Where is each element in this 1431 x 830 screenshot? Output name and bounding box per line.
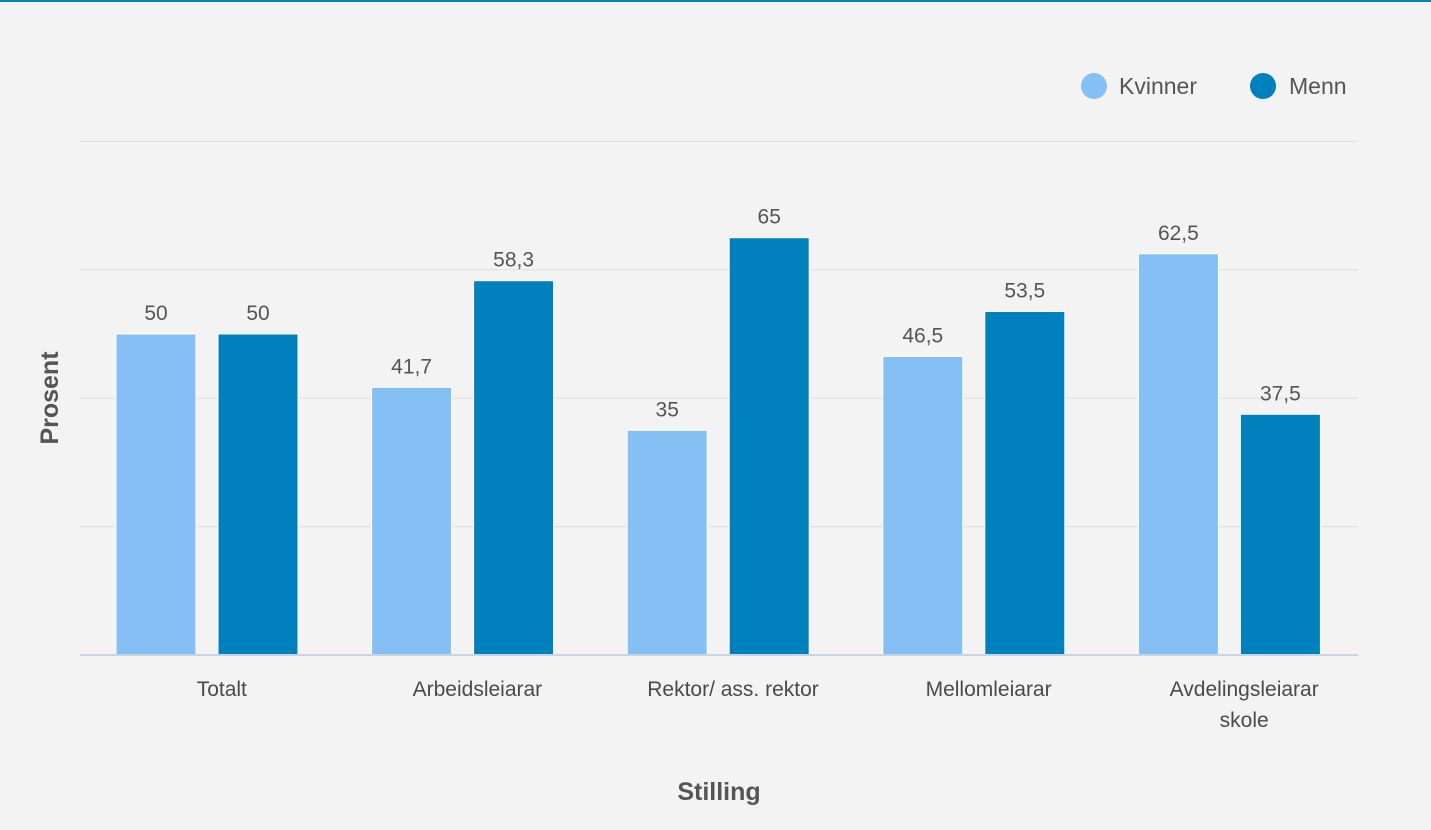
bar-kvinner[interactable] xyxy=(882,355,964,656)
x-tick-label: skole xyxy=(1220,709,1269,732)
bar-menn[interactable] xyxy=(728,237,810,656)
bar-kvinner[interactable] xyxy=(1137,253,1219,656)
data-label: 62,5 xyxy=(1158,222,1199,245)
y-axis-title: Prosent xyxy=(36,351,64,445)
x-axis-title: Stilling xyxy=(677,778,760,806)
x-tick-label: Totalt xyxy=(197,678,247,701)
data-label: 46,5 xyxy=(902,324,943,347)
legend-label-menn[interactable]: Menn xyxy=(1289,73,1347,99)
data-label: 37,5 xyxy=(1260,382,1301,405)
bar-kvinner[interactable] xyxy=(371,386,453,656)
x-tick-label: Avdelingsleiarar xyxy=(1170,678,1319,701)
data-label: 53,5 xyxy=(1004,280,1045,303)
legend-swatch-menn[interactable] xyxy=(1250,73,1276,99)
data-label: 58,3 xyxy=(493,249,534,272)
data-label: 50 xyxy=(246,302,269,325)
bar-menn[interactable] xyxy=(473,280,555,656)
data-label: 35 xyxy=(656,398,679,421)
data-label: 50 xyxy=(144,302,167,325)
x-tick-labels: Totalt Arbeidsleiarar Rektor/ ass. rektor M… xyxy=(197,678,1319,732)
bar-kvinner[interactable] xyxy=(626,429,708,656)
data-labels: 50 50 41,7 58,3 35 65 46,5 53,5 62,5 37,5 xyxy=(144,206,1301,422)
legend: Kvinner Menn xyxy=(1081,73,1347,99)
legend-label-kvinner[interactable]: Kvinner xyxy=(1119,73,1197,99)
bar-menn[interactable] xyxy=(217,333,299,656)
x-tick-label: Rektor/ ass. rektor xyxy=(647,678,819,701)
bars xyxy=(115,237,1321,656)
bar-kvinner[interactable] xyxy=(115,333,197,656)
data-label: 41,7 xyxy=(391,355,432,378)
bar-menn[interactable] xyxy=(1239,413,1321,656)
legend-swatch-kvinner[interactable] xyxy=(1081,73,1107,99)
x-tick-label: Arbeidsleiarar xyxy=(413,678,543,701)
x-tick-label: Mellomleiarar xyxy=(926,678,1052,701)
bar-menn[interactable] xyxy=(984,311,1066,656)
data-label: 65 xyxy=(758,206,781,229)
